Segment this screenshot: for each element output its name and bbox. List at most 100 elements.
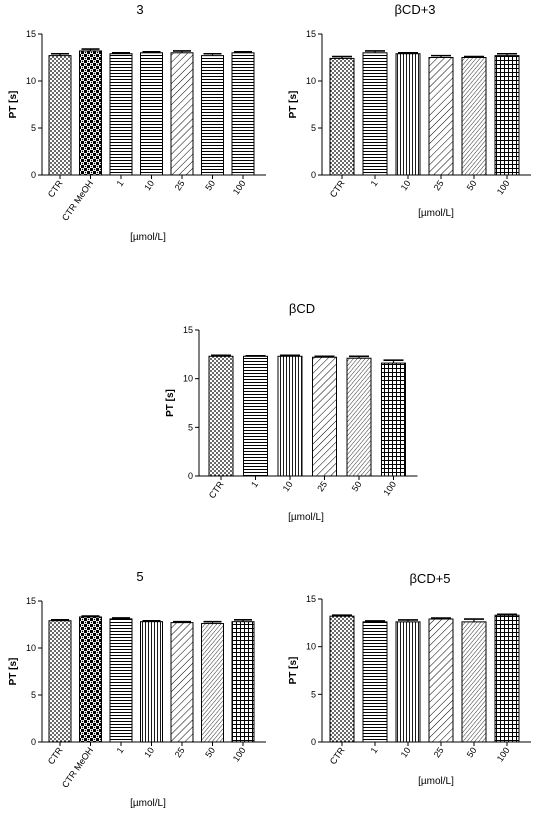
x-tick-label: 100 bbox=[495, 745, 512, 763]
x-tick-label: 25 bbox=[173, 178, 187, 192]
x-axis-label: [µmol/L] bbox=[130, 232, 166, 243]
y-tick-label: 0 bbox=[311, 170, 316, 180]
bar-10 bbox=[140, 621, 163, 743]
y-axis-label: PT [s] bbox=[165, 389, 176, 417]
bar-1 bbox=[362, 52, 388, 176]
x-tick-label: CTR MeOH bbox=[60, 178, 95, 222]
bar-ctr bbox=[208, 355, 234, 477]
x-tick-label: 50 bbox=[203, 745, 217, 759]
y-tick-label: 15 bbox=[26, 596, 36, 606]
x-tick-label: 100 bbox=[231, 178, 248, 196]
y-axis-label: PT [s] bbox=[288, 657, 299, 685]
x-tick-label: 1 bbox=[369, 178, 380, 188]
y-tick-label: 15 bbox=[306, 594, 316, 604]
bar-100 bbox=[381, 362, 406, 477]
x-axis-label: [µmol/L] bbox=[288, 512, 324, 523]
y-tick-label: 10 bbox=[306, 76, 316, 86]
bar-ctr bbox=[48, 55, 72, 176]
x-tick-label: 50 bbox=[465, 745, 479, 759]
x-tick-label: 25 bbox=[432, 178, 446, 192]
y-tick-label: 10 bbox=[26, 76, 36, 86]
y-tick-label: 5 bbox=[31, 690, 36, 700]
bar-10 bbox=[277, 355, 303, 477]
x-tick-label: 1 bbox=[115, 178, 126, 188]
x-tick-label: 25 bbox=[315, 479, 329, 493]
y-axis-label: PT [s] bbox=[8, 658, 19, 686]
bar-100 bbox=[231, 621, 255, 743]
bar-50 bbox=[346, 357, 372, 477]
bar-ctr bbox=[329, 57, 355, 176]
x-tick-label: CTR bbox=[328, 178, 347, 199]
bar-25 bbox=[428, 618, 454, 743]
y-tick-label: 5 bbox=[311, 123, 316, 133]
chart-title: βCD bbox=[289, 301, 315, 316]
x-tick-label: CTR bbox=[46, 178, 65, 199]
x-tick-label: 1 bbox=[369, 745, 380, 755]
bar-25 bbox=[170, 52, 194, 176]
bar-ctr bbox=[329, 615, 355, 743]
chart-title: 5 bbox=[136, 569, 143, 584]
bar-10 bbox=[395, 53, 421, 176]
y-tick-label: 5 bbox=[311, 689, 316, 699]
bar-ctr bbox=[48, 620, 72, 743]
y-axis-label: PT [s] bbox=[288, 91, 299, 119]
x-tick-label: CTR bbox=[328, 745, 347, 766]
x-tick-label: 10 bbox=[142, 178, 156, 192]
y-tick-label: 10 bbox=[183, 374, 193, 384]
y-tick-label: 15 bbox=[183, 325, 193, 335]
x-tick-label: 10 bbox=[281, 479, 295, 493]
bar-50 bbox=[461, 57, 487, 176]
x-tick-label: 10 bbox=[142, 745, 156, 759]
x-tick-label: 50 bbox=[465, 178, 479, 192]
x-axis-label: [µmol/L] bbox=[130, 798, 166, 809]
chart-panel-bcd3: βCD+3 0 5 10 15 PT [s] CTR 1 10 25 50 100 [µmol/L] bbox=[288, 2, 531, 219]
x-tick-label: 25 bbox=[432, 745, 446, 759]
y-tick-label: 5 bbox=[188, 422, 193, 432]
y-tick-label: 0 bbox=[311, 737, 316, 747]
chart-panel-bcd: βCD 0 5 10 15 PT [s] CTR 1 10 25 50 100 [µmol/L] bbox=[165, 301, 418, 523]
bar-25 bbox=[170, 622, 194, 743]
x-axis-label: [µmol/L] bbox=[418, 776, 454, 787]
x-tick-label: CTR bbox=[46, 745, 65, 766]
bar-10 bbox=[140, 52, 163, 176]
x-tick-label: 1 bbox=[115, 745, 126, 755]
bar-1 bbox=[109, 53, 133, 176]
x-tick-label: 50 bbox=[203, 178, 217, 192]
y-tick-label: 5 bbox=[31, 123, 36, 133]
x-tick-label: 100 bbox=[231, 745, 248, 763]
bar-10 bbox=[395, 621, 421, 743]
bar-50 bbox=[201, 623, 224, 743]
bar-100 bbox=[494, 55, 520, 176]
y-tick-label: 15 bbox=[306, 29, 316, 39]
bar-1 bbox=[109, 618, 133, 743]
bar-25 bbox=[312, 356, 337, 477]
chart-panel-bcd5: βCD+5 0 5 10 15 PT [s] CTR 1 10 25 50 100 [µmol/L] bbox=[288, 571, 531, 787]
bar-ctr-meoh bbox=[79, 50, 102, 176]
x-tick-label: 10 bbox=[399, 178, 413, 192]
bar-25 bbox=[428, 57, 454, 176]
bar-100 bbox=[231, 52, 255, 176]
x-tick-label: CTR MeOH bbox=[60, 745, 95, 789]
bar-100 bbox=[494, 614, 520, 743]
chart-title: 3 bbox=[136, 2, 143, 17]
y-tick-label: 10 bbox=[26, 643, 36, 653]
x-tick-label: 10 bbox=[399, 745, 413, 759]
y-axis-label: PT [s] bbox=[8, 91, 19, 119]
bar-ctr-meoh bbox=[79, 616, 102, 743]
y-tick-label: 0 bbox=[31, 170, 36, 180]
y-tick-label: 0 bbox=[188, 471, 193, 481]
x-tick-label: CTR bbox=[207, 479, 226, 500]
bar-50 bbox=[201, 55, 224, 176]
x-tick-label: 25 bbox=[173, 745, 187, 759]
chart-title: βCD+5 bbox=[409, 571, 450, 586]
x-tick-label: 50 bbox=[350, 479, 364, 493]
bar-1 bbox=[243, 355, 268, 477]
y-tick-label: 0 bbox=[31, 737, 36, 747]
x-axis-label: [µmol/L] bbox=[418, 208, 454, 219]
x-tick-label: 100 bbox=[381, 479, 398, 497]
x-tick-label: 1 bbox=[249, 479, 260, 489]
bar-50 bbox=[461, 621, 487, 743]
